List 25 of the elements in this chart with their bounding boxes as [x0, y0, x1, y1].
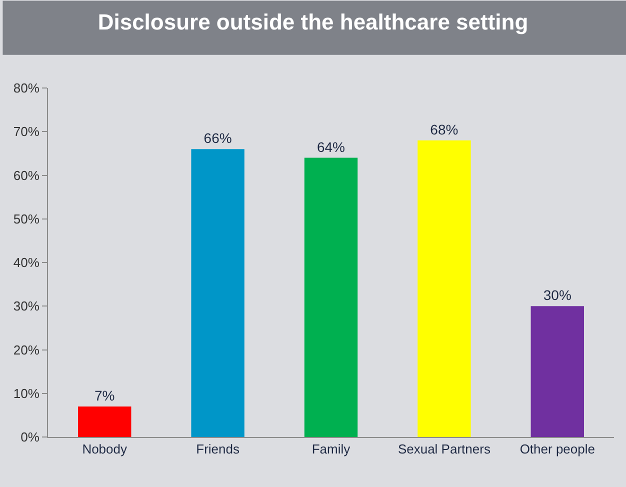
bar: [191, 149, 244, 437]
chart-title: Disclosure outside the healthcare setting: [98, 10, 528, 35]
y-tick-label: 40%: [13, 255, 40, 270]
y-tick-label: 0%: [20, 430, 40, 445]
data-label: 66%: [204, 130, 232, 146]
x-tick-label: Nobody: [82, 442, 128, 457]
x-tick-label: Family: [312, 442, 351, 457]
x-tick-label: Friends: [196, 442, 240, 457]
bar: [78, 406, 132, 437]
data-label: 30%: [543, 287, 572, 304]
y-tick-label: 50%: [13, 211, 40, 226]
x-tick-label: Sexual Partners: [398, 442, 491, 457]
y-tick-label: 20%: [13, 342, 40, 358]
bar: [418, 140, 471, 437]
y-tick-label: 30%: [13, 298, 40, 314]
bar: [304, 158, 358, 437]
y-tick-label: 10%: [13, 386, 40, 401]
y-tick-label: 60%: [13, 168, 40, 183]
x-tick-label: Other people: [520, 442, 595, 457]
data-label: 68%: [430, 121, 458, 138]
data-label: 64%: [316, 138, 346, 155]
data-label: 7%: [94, 387, 115, 404]
y-tick-label: 70%: [13, 124, 40, 140]
y-tick-label: 80%: [13, 80, 40, 96]
bar: [530, 306, 584, 437]
